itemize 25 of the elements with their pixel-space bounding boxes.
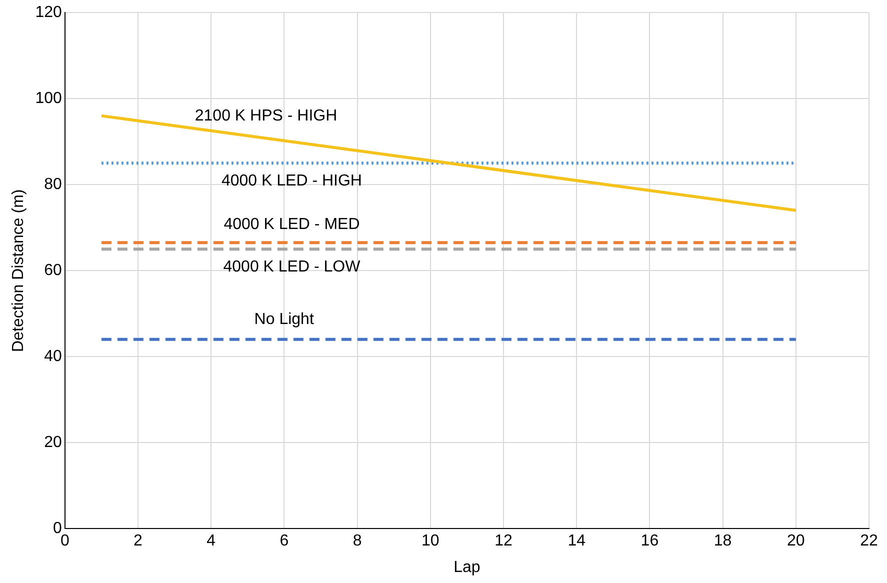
y-tick-label: 0 (52, 520, 62, 538)
series-label: No Light (254, 310, 314, 328)
y-tick-label: 20 (44, 434, 62, 452)
y-tick-label: 40 (44, 348, 62, 366)
x-tick-label: 12 (494, 532, 512, 550)
x-tick-label: 16 (640, 532, 659, 550)
y-tick-label: 80 (44, 176, 62, 194)
x-tick-label: 10 (422, 532, 440, 550)
series-label: 2100 K HPS - HIGH (194, 108, 338, 125)
series-label: 4000 K LED - HIGH (221, 172, 362, 190)
series-label: 4000 K LED - MED (224, 216, 360, 234)
x-tick-label: 6 (280, 532, 289, 550)
x-tick-label: 8 (352, 532, 362, 550)
x-tick-label: 14 (568, 532, 586, 550)
y-tick-label: 100 (35, 90, 62, 108)
y-axis-title: Detection Distance (m) (10, 189, 28, 352)
x-axis-title: Lap (454, 558, 480, 576)
y-tick-label: 120 (35, 4, 62, 22)
x-tick-label: 18 (714, 532, 732, 550)
x-tick-label: 4 (206, 532, 216, 550)
series-label: 4000 K LED - LOW (223, 258, 362, 276)
x-tick-label: 2 (134, 532, 143, 550)
y-tick-label: 60 (44, 262, 62, 280)
x-tick-label: 20 (787, 532, 805, 550)
x-tick-label: 22 (860, 532, 878, 550)
